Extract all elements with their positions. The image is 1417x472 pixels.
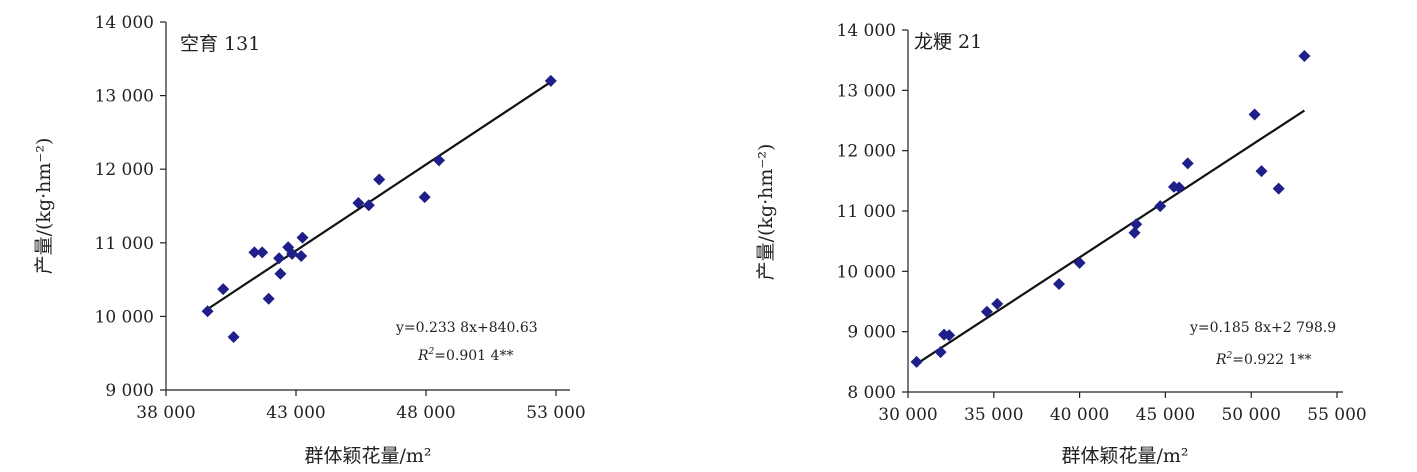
x-axis: 30 000 35 000 40 000 45 000 50 000 55 000 [878,391,1367,425]
data-points [910,49,1311,368]
data-point [1173,181,1186,194]
r-squared: R2=0.901 4** [417,347,513,364]
y-tick-label: 8 000 [847,383,896,403]
trendline [206,81,552,311]
y-tick-label: 10 000 [95,307,154,327]
x-tick-label: 45 000 [1136,405,1195,425]
data-point [1272,182,1285,195]
y-tick-label: 12 000 [95,160,154,180]
y-axis-title: 产量/(kg·hm⁻²) [755,144,777,281]
panel-title: 空育 131 [180,33,260,55]
data-points [201,74,557,344]
trendline [915,109,1305,365]
x-axis-title: 群体颖花量/m² [1061,445,1188,467]
data-point [217,283,230,296]
y-tick-label: 9 000 [847,323,896,343]
data-point [1154,200,1167,213]
x-tick-label: 48 000 [396,403,455,423]
data-point [362,199,375,212]
data-point [1130,218,1143,231]
data-point [352,197,365,210]
x-ticks: 38 000 43 000 48 000 53 000 [136,390,586,423]
data-point [373,173,386,186]
data-point [1073,256,1086,269]
data-point [227,331,240,344]
data-point [418,191,431,204]
data-point [295,250,308,263]
r-squared: R2=0.922 1** [1215,351,1311,368]
trendline-line [915,109,1305,365]
data-point [296,231,309,244]
y-tick-label: 11 000 [95,234,154,254]
y-tick-label: 14 000 [837,21,896,41]
data-point [262,292,275,305]
x-tick-label: 35 000 [964,405,1023,425]
data-point [273,252,286,265]
data-point [286,247,299,260]
y-tick-label: 10 000 [837,262,896,282]
x-tick-label: 38 000 [136,403,195,423]
data-point [1128,226,1141,239]
data-point [980,305,993,318]
trendline-line [206,81,552,311]
y-tick-label: 12 000 [837,142,896,162]
y-ticks: 9 000 10 000 11 000 12 000 13 000 14 000 [95,13,166,401]
y-tick-label: 13 000 [837,81,896,101]
x-tick-label: 55 000 [1307,405,1366,425]
y-tick-label: 13 000 [95,87,154,107]
chart-kongyu131: 9 000 10 000 11 000 12 000 13 000 14 000 38 0… [33,13,586,467]
y-tick-label: 14 000 [95,13,154,33]
y-ticks: 8 000 9 000 10 000 11 000 12 000 13 000 14 000 [837,21,908,403]
y-axis: 8 000 9 000 10 000 11 000 12 000 13 000 14 000 [837,21,909,403]
data-point [1298,49,1311,62]
regression-equation: y=0.185 8x+2 798.9 [1189,320,1336,336]
x-tick-label: 30 000 [878,405,937,425]
y-tick-label: 11 000 [837,202,896,222]
x-tick-label: 53 000 [526,403,585,423]
x-axis-title: 群体颖花量/m² [304,445,431,467]
data-point [1181,157,1194,170]
data-point [943,329,956,342]
data-point [201,305,214,318]
data-point [1255,165,1268,178]
x-tick-label: 40 000 [1050,405,1109,425]
data-point [1053,278,1066,291]
y-tick-label: 9 000 [105,381,154,401]
panel-title: 龙粳 21 [914,31,982,53]
x-ticks: 30 000 35 000 40 000 45 000 50 000 55 000 [878,392,1367,425]
data-point [934,346,947,359]
x-tick-label: 43 000 [266,403,325,423]
data-point [991,297,1004,310]
data-point [433,154,445,167]
regression-equation: y=0.233 8x+840.63 [395,320,538,336]
y-axis: 9 000 10 000 11 000 12 000 13 000 14 000 [95,13,167,401]
y-axis-title: 产量/(kg·hm⁻²) [33,138,55,275]
chart-longjing21: 8 000 9 000 10 000 11 000 12 000 13 000 14 000… [755,21,1367,467]
x-tick-label: 50 000 [1221,405,1280,425]
data-point [1248,108,1261,121]
x-axis: 38 000 43 000 48 000 53 000 [136,389,586,423]
data-point [248,246,261,259]
data-point [274,267,287,280]
data-point [910,355,923,368]
data-point [544,74,557,87]
data-point [256,246,269,259]
